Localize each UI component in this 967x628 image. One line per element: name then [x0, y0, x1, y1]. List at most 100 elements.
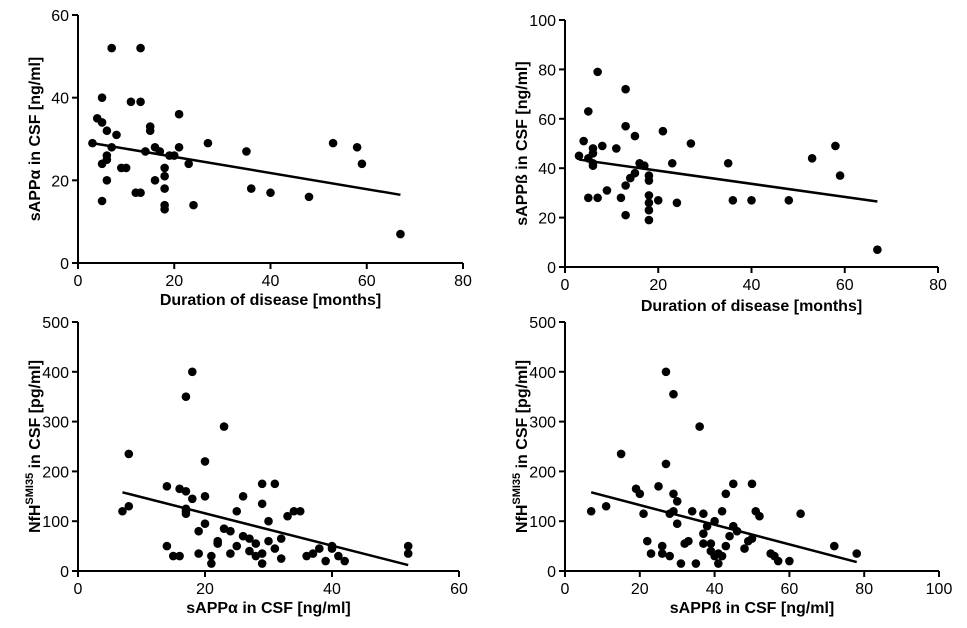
data-point: [257, 559, 267, 568]
data-point: [97, 118, 107, 127]
x-tick-label: 80: [929, 277, 947, 294]
y-axis-title-main: NfH: [514, 505, 531, 533]
data-point: [669, 489, 678, 499]
y-tick-label: 100: [42, 514, 69, 531]
scatter-panel-duration-vs-sappb: 0 20 40 60 80 0 20 40 60 80 100 Duration of disease…: [514, 13, 947, 315]
data-point: [136, 43, 145, 53]
data-point: [276, 554, 286, 563]
data-point: [207, 551, 216, 561]
data-point: [630, 131, 640, 141]
data-point: [102, 176, 112, 185]
data-point: [245, 546, 254, 556]
y-tick-label: 300: [529, 415, 556, 432]
data-point: [635, 489, 645, 499]
data-point: [150, 176, 160, 185]
data-point: [232, 506, 242, 516]
data-point: [295, 506, 305, 516]
x-tick-label: 60: [358, 273, 376, 290]
y-axis-title: NfHSMI35 in CSF [pg/ml]: [511, 360, 531, 533]
data-point: [188, 494, 197, 504]
data-point: [621, 181, 630, 190]
data-point: [357, 159, 367, 169]
y-axis-title: sAPPα in CSF [ng/ml]: [27, 57, 44, 222]
regression-line: [578, 158, 878, 203]
y-axis-title: NfHSMI35 in CSF [pg/ml]: [24, 360, 44, 533]
y-tick-label: 60: [538, 112, 556, 129]
data-point: [136, 188, 145, 198]
scatter-panel-sappb-vs-nfh: 0 20 40 60 80 100 0 100 200 300 400 500 sAPPß in CSF…: [511, 315, 952, 617]
data-point: [714, 559, 723, 568]
data-point: [160, 204, 169, 214]
data-point: [695, 422, 704, 431]
data-point: [873, 245, 882, 255]
data-point: [676, 559, 686, 568]
data-point: [264, 516, 273, 526]
data-point: [276, 534, 286, 543]
y-tick-label: 100: [529, 514, 556, 531]
data-point: [661, 367, 671, 377]
data-point: [593, 193, 602, 203]
y-axis-title-main: NfH: [27, 505, 44, 533]
data-point: [219, 422, 229, 431]
y-axis-title: sAPPß in CSF [ng/ml]: [514, 61, 531, 225]
data-point: [579, 136, 588, 146]
data-point: [616, 449, 626, 459]
x-tick-label: 20: [631, 581, 649, 598]
data-point: [203, 138, 213, 148]
y-tick-label: 20: [51, 173, 69, 190]
data-point: [181, 392, 191, 402]
data-point: [304, 192, 314, 202]
y-tick-label: 500: [529, 315, 556, 332]
data-point: [687, 506, 697, 516]
data-point: [602, 186, 612, 195]
data-point: [644, 205, 654, 215]
y-tick-label: 100: [529, 13, 556, 30]
data-point: [616, 193, 626, 203]
data-point: [584, 193, 593, 203]
y-tick-label: 0: [547, 260, 556, 277]
data-point: [646, 549, 656, 558]
data-point: [194, 526, 203, 536]
data-point: [257, 549, 267, 558]
y-tick-label: 400: [529, 365, 556, 382]
y-tick-label: 200: [529, 464, 556, 481]
data-point: [160, 171, 169, 181]
x-tick-label: 60: [781, 581, 799, 598]
data-point: [321, 556, 330, 566]
data-point: [586, 506, 596, 516]
data-point: [588, 161, 598, 171]
data-point: [264, 536, 273, 546]
x-tick-label: 20: [649, 277, 667, 294]
data-point: [669, 389, 678, 399]
x-tick-label: 40: [262, 273, 280, 290]
x-tick-label: 20: [165, 273, 183, 290]
data-point: [246, 184, 256, 193]
data-point: [699, 509, 708, 519]
data-point: [807, 154, 817, 163]
data-point: [188, 367, 197, 377]
data-point: [181, 487, 191, 496]
x-tick-label: 0: [74, 581, 83, 598]
data-point: [723, 158, 733, 168]
y-axis-title-superscript: SMI35: [511, 473, 523, 505]
data-point: [200, 519, 210, 528]
data-point: [328, 138, 338, 148]
data-point: [630, 168, 640, 178]
data-point: [667, 158, 677, 168]
data-point: [852, 549, 862, 558]
data-point: [593, 67, 602, 77]
x-tick-label: 60: [450, 581, 468, 598]
x-axis-title: sAPPα in CSF [ng/ml]: [186, 600, 351, 617]
data-point: [729, 479, 738, 489]
data-point: [168, 551, 178, 561]
data-point: [97, 196, 107, 206]
data-point: [584, 107, 593, 116]
x-tick-label: 20: [196, 581, 214, 598]
regression-line: [92, 141, 401, 197]
y-tick-label: 80: [538, 62, 556, 79]
data-point: [97, 93, 107, 102]
data-point: [136, 97, 145, 107]
y-tick-label: 20: [538, 211, 556, 228]
regression-line: [590, 491, 858, 564]
